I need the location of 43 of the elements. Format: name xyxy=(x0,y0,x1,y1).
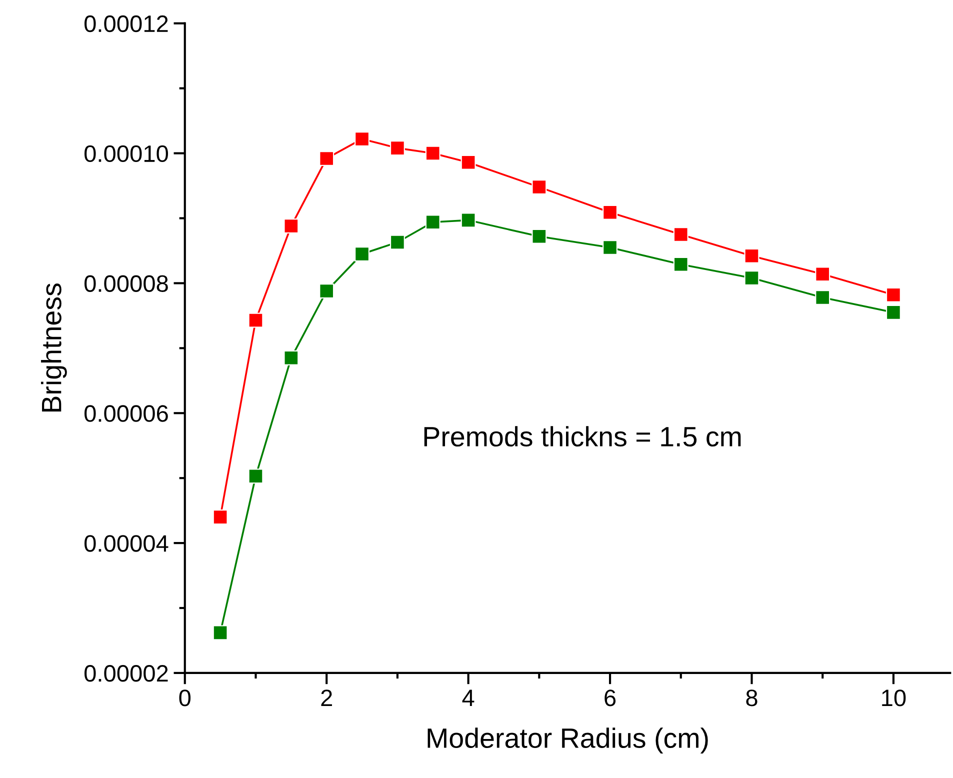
y-tick-label: 0.00006 xyxy=(84,405,168,422)
point xyxy=(390,140,405,156)
point xyxy=(815,290,830,305)
point xyxy=(532,228,547,244)
y-tick-label: 0.00004 xyxy=(84,535,168,552)
point xyxy=(460,154,476,170)
point xyxy=(354,246,370,262)
point xyxy=(532,180,547,195)
point xyxy=(673,226,688,242)
point xyxy=(602,204,618,220)
y-tick-label: 0.00012 xyxy=(84,15,168,32)
point xyxy=(460,212,476,228)
point xyxy=(284,350,299,366)
point xyxy=(284,218,299,234)
x-tick-label: 6 xyxy=(604,690,616,706)
x-tick-label: 8 xyxy=(746,690,758,706)
point xyxy=(602,240,618,255)
point xyxy=(212,625,228,640)
y-tick-label: 0.00010 xyxy=(84,145,168,162)
point xyxy=(319,283,334,298)
x-tick-label: 2 xyxy=(321,690,332,706)
x-tick-label: 10 xyxy=(882,690,906,706)
point xyxy=(212,510,228,525)
point xyxy=(390,234,405,250)
y-axis-title: Brightness xyxy=(41,284,67,412)
point xyxy=(673,256,688,272)
point xyxy=(744,270,760,286)
x-tick-label: 4 xyxy=(462,690,474,706)
point xyxy=(425,146,440,161)
y-tick-label: 0.00008 xyxy=(84,275,168,292)
point xyxy=(248,468,264,484)
x-tick-label: 0 xyxy=(179,690,191,706)
point xyxy=(886,304,901,320)
point xyxy=(354,131,370,146)
point xyxy=(815,266,830,282)
point xyxy=(248,312,264,328)
point xyxy=(425,214,440,230)
point xyxy=(886,287,901,302)
point xyxy=(319,150,334,166)
y-tick-label: 0.00002 xyxy=(84,665,168,682)
point xyxy=(744,248,760,264)
annotation: Premods thickns = 1.5 cm xyxy=(424,426,741,447)
x-axis-title: Moderator Radius (cm) xyxy=(428,728,708,754)
